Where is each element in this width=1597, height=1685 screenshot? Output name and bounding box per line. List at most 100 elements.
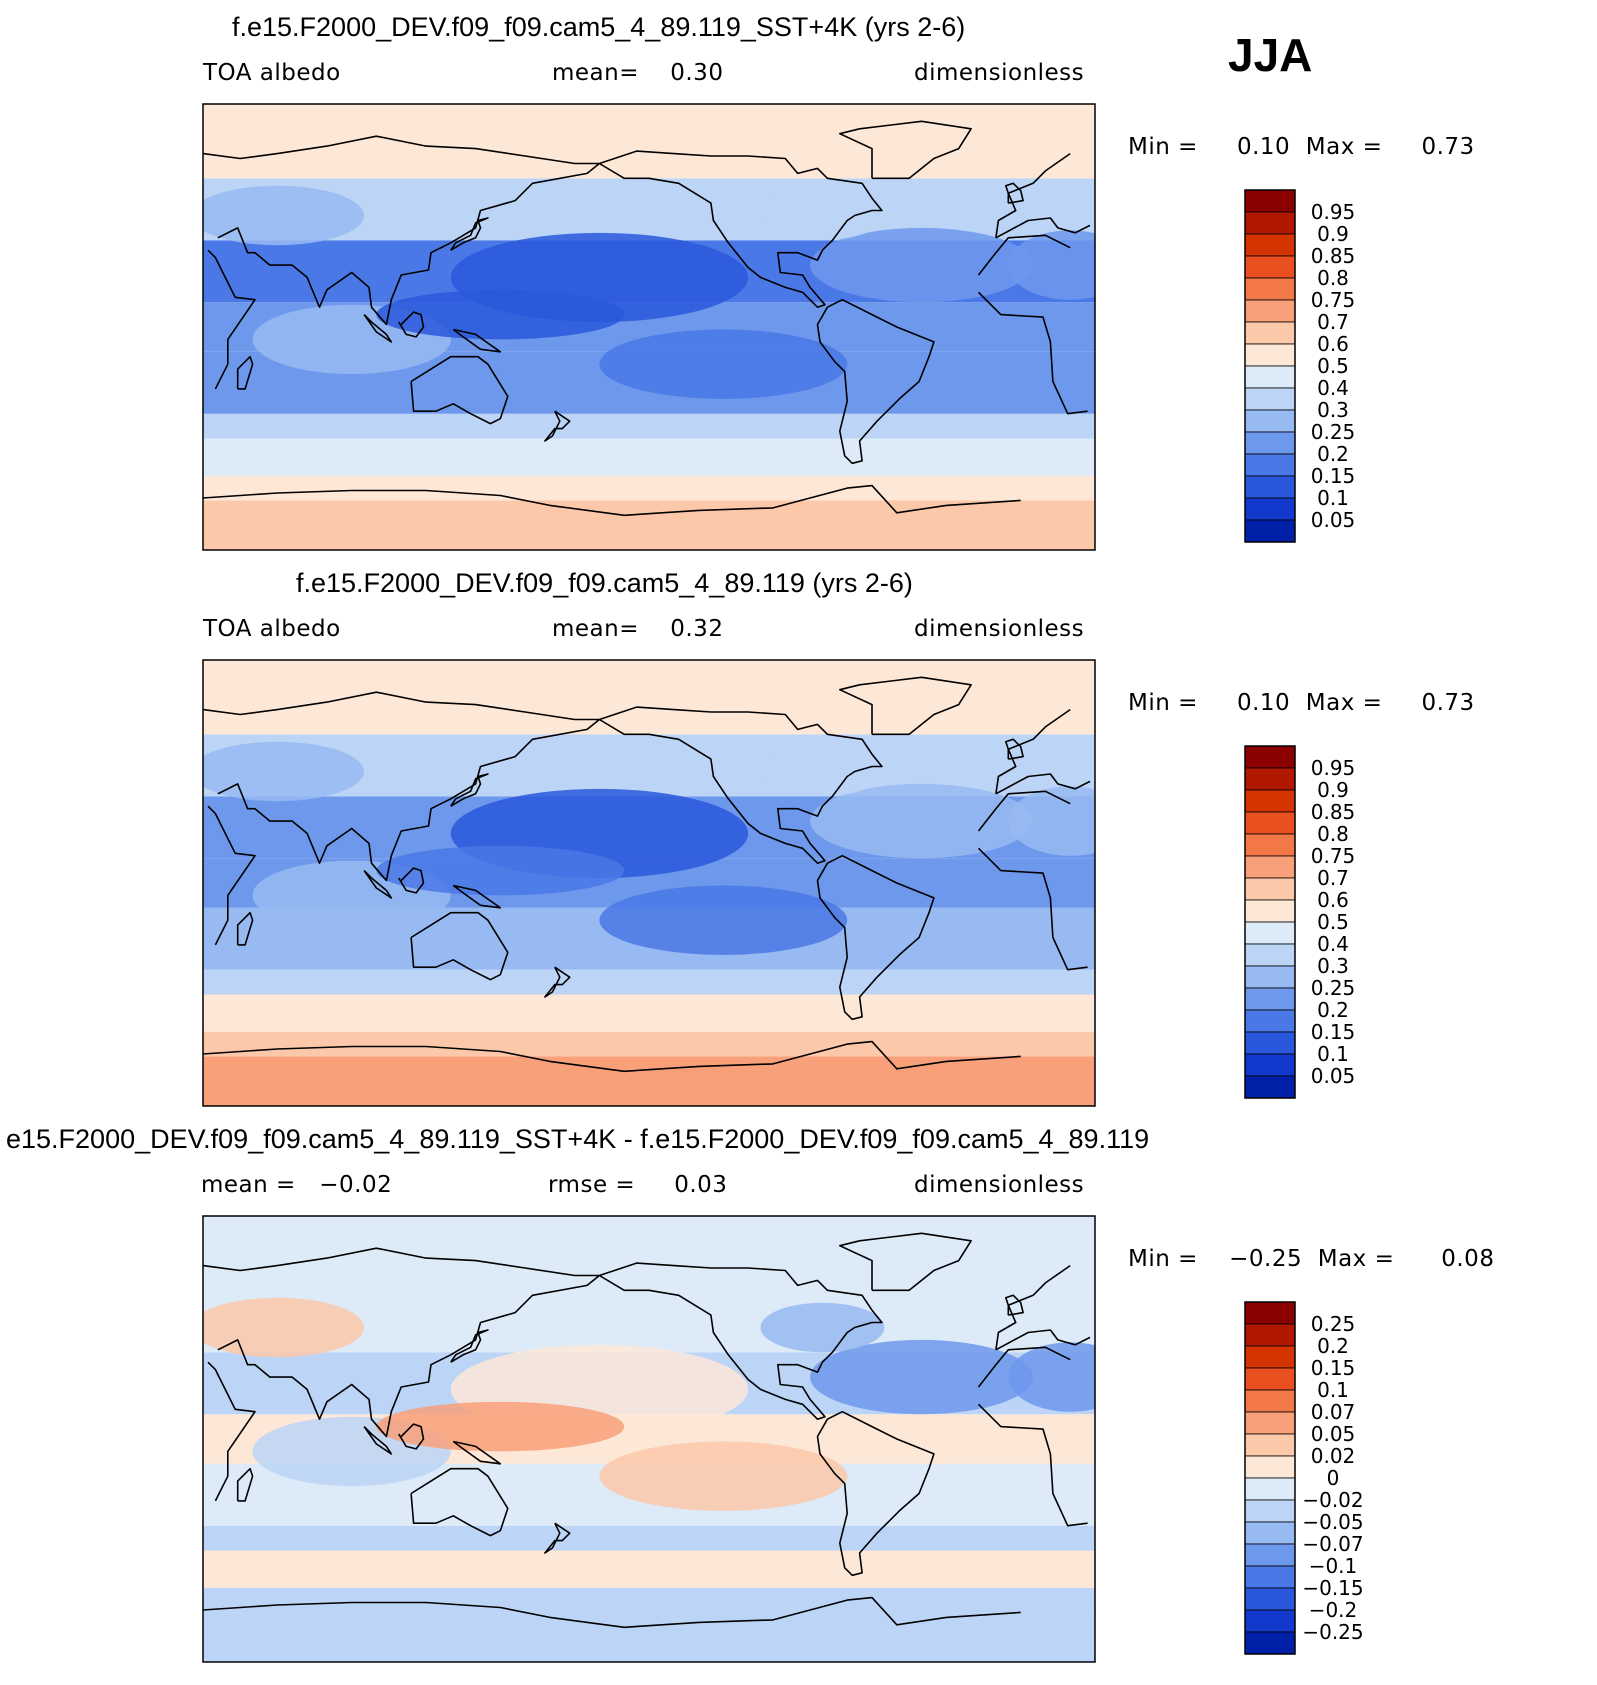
map-region-2-6 [1008,786,1095,856]
coastline-1-7 [203,484,1021,517]
coastline-2-9 [398,867,425,894]
colorbar-2-label-13: 0.15 [1311,1020,1356,1044]
colorbar-3-swatch-6 [1244,1411,1296,1435]
colorbar-2-swatch-10 [1244,943,1296,967]
coastline-1-14 [1005,182,1024,204]
colorbar-1-swatch-16 [1244,519,1296,543]
colorbar-2-swatch-1 [1244,745,1296,769]
colorbar-3-swatch-14 [1244,1587,1296,1611]
map-band-2-9 [203,660,1095,735]
coastline-2-1 [207,790,1088,971]
colorbar-2-label-5: 0.75 [1311,844,1356,868]
colorbar-1-label-12: 0.2 [1317,442,1349,466]
colorbar-1-label-2: 0.9 [1317,222,1349,246]
map-frame-3 [202,1215,1096,1663]
map-region-3-6 [1008,1342,1095,1412]
map-band-2-4 [203,969,1095,995]
map-panel-1 [203,104,1095,550]
map-frame-2 [202,659,1096,1107]
coastline-3-10 [363,1426,393,1455]
map-band-3-4 [203,1525,1095,1551]
colorbar-2-swatch-5 [1244,833,1296,857]
map-band-2-2 [203,1031,1095,1057]
map-region-2-2 [810,783,1034,859]
map-region-3-5 [376,1401,625,1452]
colorbar-2-label-10: 0.3 [1317,954,1349,978]
colorbar-3-swatch-3 [1244,1345,1296,1369]
map-region-1-5 [376,289,625,340]
colorbar-1-label-10: 0.3 [1317,398,1349,422]
coastline-1-3 [410,355,509,425]
colorbar-1-swatch-15 [1244,497,1296,521]
colorbar-3-label-14: −0.2 [1309,1598,1358,1622]
colorbar-3-label-6: 0.05 [1311,1422,1356,1446]
colorbar-3-swatch-7 [1244,1433,1296,1457]
coastline-1-1 [207,234,1088,415]
colorbar-2-label-15: 0.05 [1311,1064,1356,1088]
map-region-2-7 [203,741,365,802]
coastline-2-12 [544,966,571,998]
map-band-1-2 [203,475,1095,501]
map-band-3-1 [203,1612,1095,1662]
coastline-3-3 [410,1467,509,1537]
colorbar-3-swatch-11 [1244,1521,1296,1545]
panel1-variable-label: TOA albedo [203,60,341,86]
colorbar-3-label-4: 0.1 [1317,1378,1349,1402]
colorbar-3-swatch-1 [1244,1301,1296,1325]
coastline-1-11 [452,328,502,353]
colorbar-3-swatch-4 [1244,1367,1296,1391]
colorbar-2-swatch-15 [1244,1053,1296,1077]
colorbar-2-swatch-2 [1244,767,1296,791]
colorbar-2-label-7: 0.6 [1317,888,1349,912]
coastline-3-1 [207,1346,1088,1527]
coastline-3-11 [452,1440,502,1465]
colorbar-3-swatch-15 [1244,1609,1296,1633]
colorbar-1-swatch-4 [1244,255,1296,279]
colorbar-1-swatch-11 [1244,409,1296,433]
map-panel-2 [203,660,1095,1106]
coastline-1-9 [398,311,425,338]
map-band-2-3 [203,994,1095,1032]
colorbar-2-swatch-16 [1244,1075,1296,1099]
colorbar-3-label-10: −0.05 [1302,1510,1363,1534]
colorbar-2-swatch-13 [1244,1009,1296,1033]
map-frame-1 [202,103,1096,551]
panel3-min-max: Min = −0.25 Max = 0.08 [1128,1246,1495,1272]
map-band-3-3 [203,1550,1095,1588]
colorbar-2-swatch-9 [1244,921,1296,945]
panel1-units-label: dimensionless [914,60,1085,86]
colorbar-2-label-6: 0.7 [1317,866,1349,890]
map-region-2-8 [760,746,885,797]
colorbar-2-swatch-7 [1244,877,1296,901]
map-band-1-1 [203,500,1095,550]
colorbar-1-label-1: 0.95 [1311,200,1356,224]
colorbar-3-label-7: 0.02 [1311,1444,1356,1468]
map-band-1-3 [203,438,1095,476]
colorbar-2-label-9: 0.4 [1317,932,1349,956]
map-region-3-7 [203,1297,365,1358]
coastline-1-13 [236,355,254,390]
coastline-1-10 [363,314,393,343]
panel1-mean-label: mean= 0.30 [552,60,724,86]
panel2-units-label: dimensionless [914,616,1085,642]
panel3-mean-label: mean = −0.02 [201,1172,393,1198]
colorbar-2-frame [1244,745,1296,1099]
coastline-1-5 [839,120,972,180]
map-region-1-2 [810,227,1034,303]
coastline-2-7 [203,1040,1021,1073]
colorbar-2-label-3: 0.85 [1311,800,1356,824]
coastline-2-10 [363,870,393,899]
map-region-1-3 [599,329,848,399]
colorbar-3-swatch-5 [1244,1389,1296,1413]
season-label: JJA [1228,29,1313,81]
coastline-2-5 [839,676,972,736]
coastline-2-6 [816,854,935,1021]
colorbar-1-label-3: 0.85 [1311,244,1356,268]
map-region-3-8 [760,1302,885,1353]
coastline-3-12 [544,1522,571,1554]
colorbar-2-label-1: 0.95 [1311,756,1356,780]
map-region-1-7 [203,185,365,246]
panel3-title: e15.F2000_DEV.f09_f09.cam5_4_89.119_SST+… [6,1124,1150,1154]
colorbar-1-label-11: 0.25 [1311,420,1356,444]
coastline-1-4 [598,150,883,308]
